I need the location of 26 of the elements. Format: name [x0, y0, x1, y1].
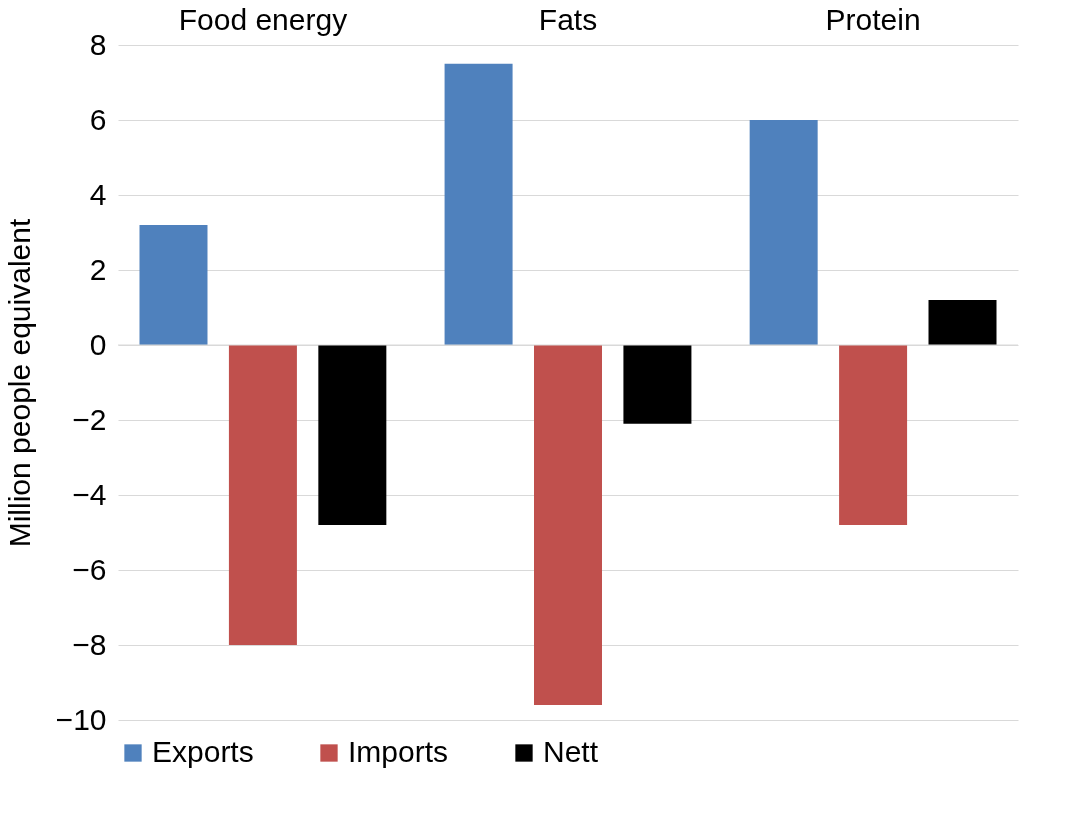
x-tick-label: Protein: [825, 2, 921, 36]
bar: [534, 345, 602, 705]
bar: [749, 120, 818, 345]
legend-label: Exports: [152, 735, 254, 768]
x-tick-label: Food energy: [178, 2, 348, 36]
y-tick-label: −4: [72, 477, 107, 511]
bar: [139, 225, 208, 345]
bar: [444, 63, 513, 345]
y-tick-label: 8: [89, 27, 107, 61]
y-tick-label: 2: [89, 252, 107, 286]
y-tick-label: 6: [89, 102, 107, 136]
y-tick-label: 0: [89, 327, 107, 361]
bar: [839, 345, 908, 525]
bar: [318, 345, 387, 525]
bar: [228, 345, 297, 645]
bar: [928, 300, 997, 345]
y-tick-label: −6: [72, 552, 107, 586]
legend-label: Nett: [543, 735, 599, 768]
bar: [623, 345, 692, 424]
y-tick-label: −2: [72, 402, 107, 436]
x-tick-label: Fats: [538, 2, 598, 36]
y-tick-label: −8: [72, 627, 107, 661]
y-tick-label: 4: [89, 177, 107, 211]
y-axis-title: Million people equivalent: [2, 218, 36, 548]
legend-label: Imports: [348, 735, 449, 768]
y-tick-label: −10: [55, 702, 107, 736]
